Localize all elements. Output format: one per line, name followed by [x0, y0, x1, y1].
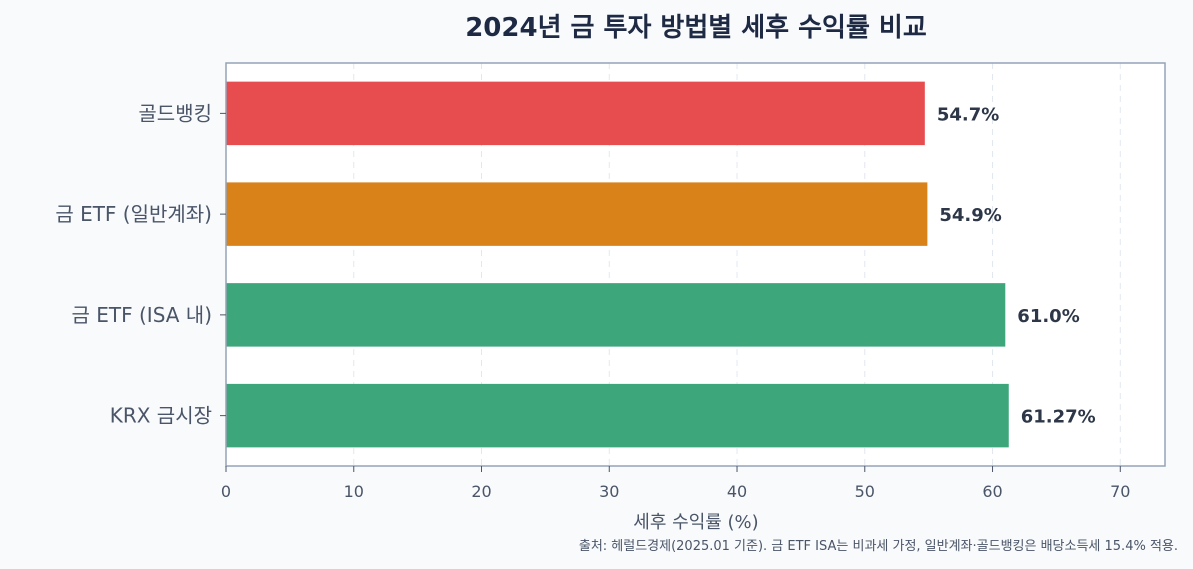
y-tick-label-2: 금 ETF (ISA 내) [72, 303, 212, 327]
data-label-3: 61.27% [1021, 407, 1096, 428]
x-tick-label-5: 50 [855, 482, 875, 501]
bars: 54.7% 54.9% 61.0% 61.27% [226, 81, 1096, 448]
x-tick-label-0: 0 [221, 482, 231, 501]
bar-3 [226, 383, 1009, 448]
x-tick-label-4: 40 [727, 482, 747, 501]
data-label-2: 61.0% [1017, 306, 1079, 327]
source-note: 출처: 헤럴드경제(2025.01 기준). 금 ETF ISA는 비과세 가정… [579, 539, 1178, 554]
plot-frame [225, 62, 1166, 467]
x-tick-label-2: 20 [471, 482, 491, 501]
bar-0 [226, 81, 925, 146]
y-tick-label-1: 금 ETF (일반계좌) [55, 202, 212, 226]
x-tick-label-7: 70 [1110, 482, 1130, 501]
y-tick-label-3: KRX 금시장 [110, 404, 212, 428]
x-axis-label: 세후 수익률 (%) [633, 512, 758, 533]
x-axis: 0 10 20 30 40 50 60 70 [221, 466, 1130, 501]
x-tick-label-6: 60 [982, 482, 1002, 501]
x-tick-label-3: 30 [599, 482, 619, 501]
chart-title: 2024년 금 투자 방법별 세후 수익률 비교 [465, 13, 927, 43]
data-label-1: 54.9% [939, 205, 1001, 226]
data-label-0: 54.7% [937, 104, 999, 125]
bar-2 [226, 283, 1006, 347]
x-tick-label-1: 10 [344, 482, 364, 501]
bar-1 [226, 182, 928, 246]
y-tick-label-0: 골드뱅킹 [138, 101, 212, 125]
